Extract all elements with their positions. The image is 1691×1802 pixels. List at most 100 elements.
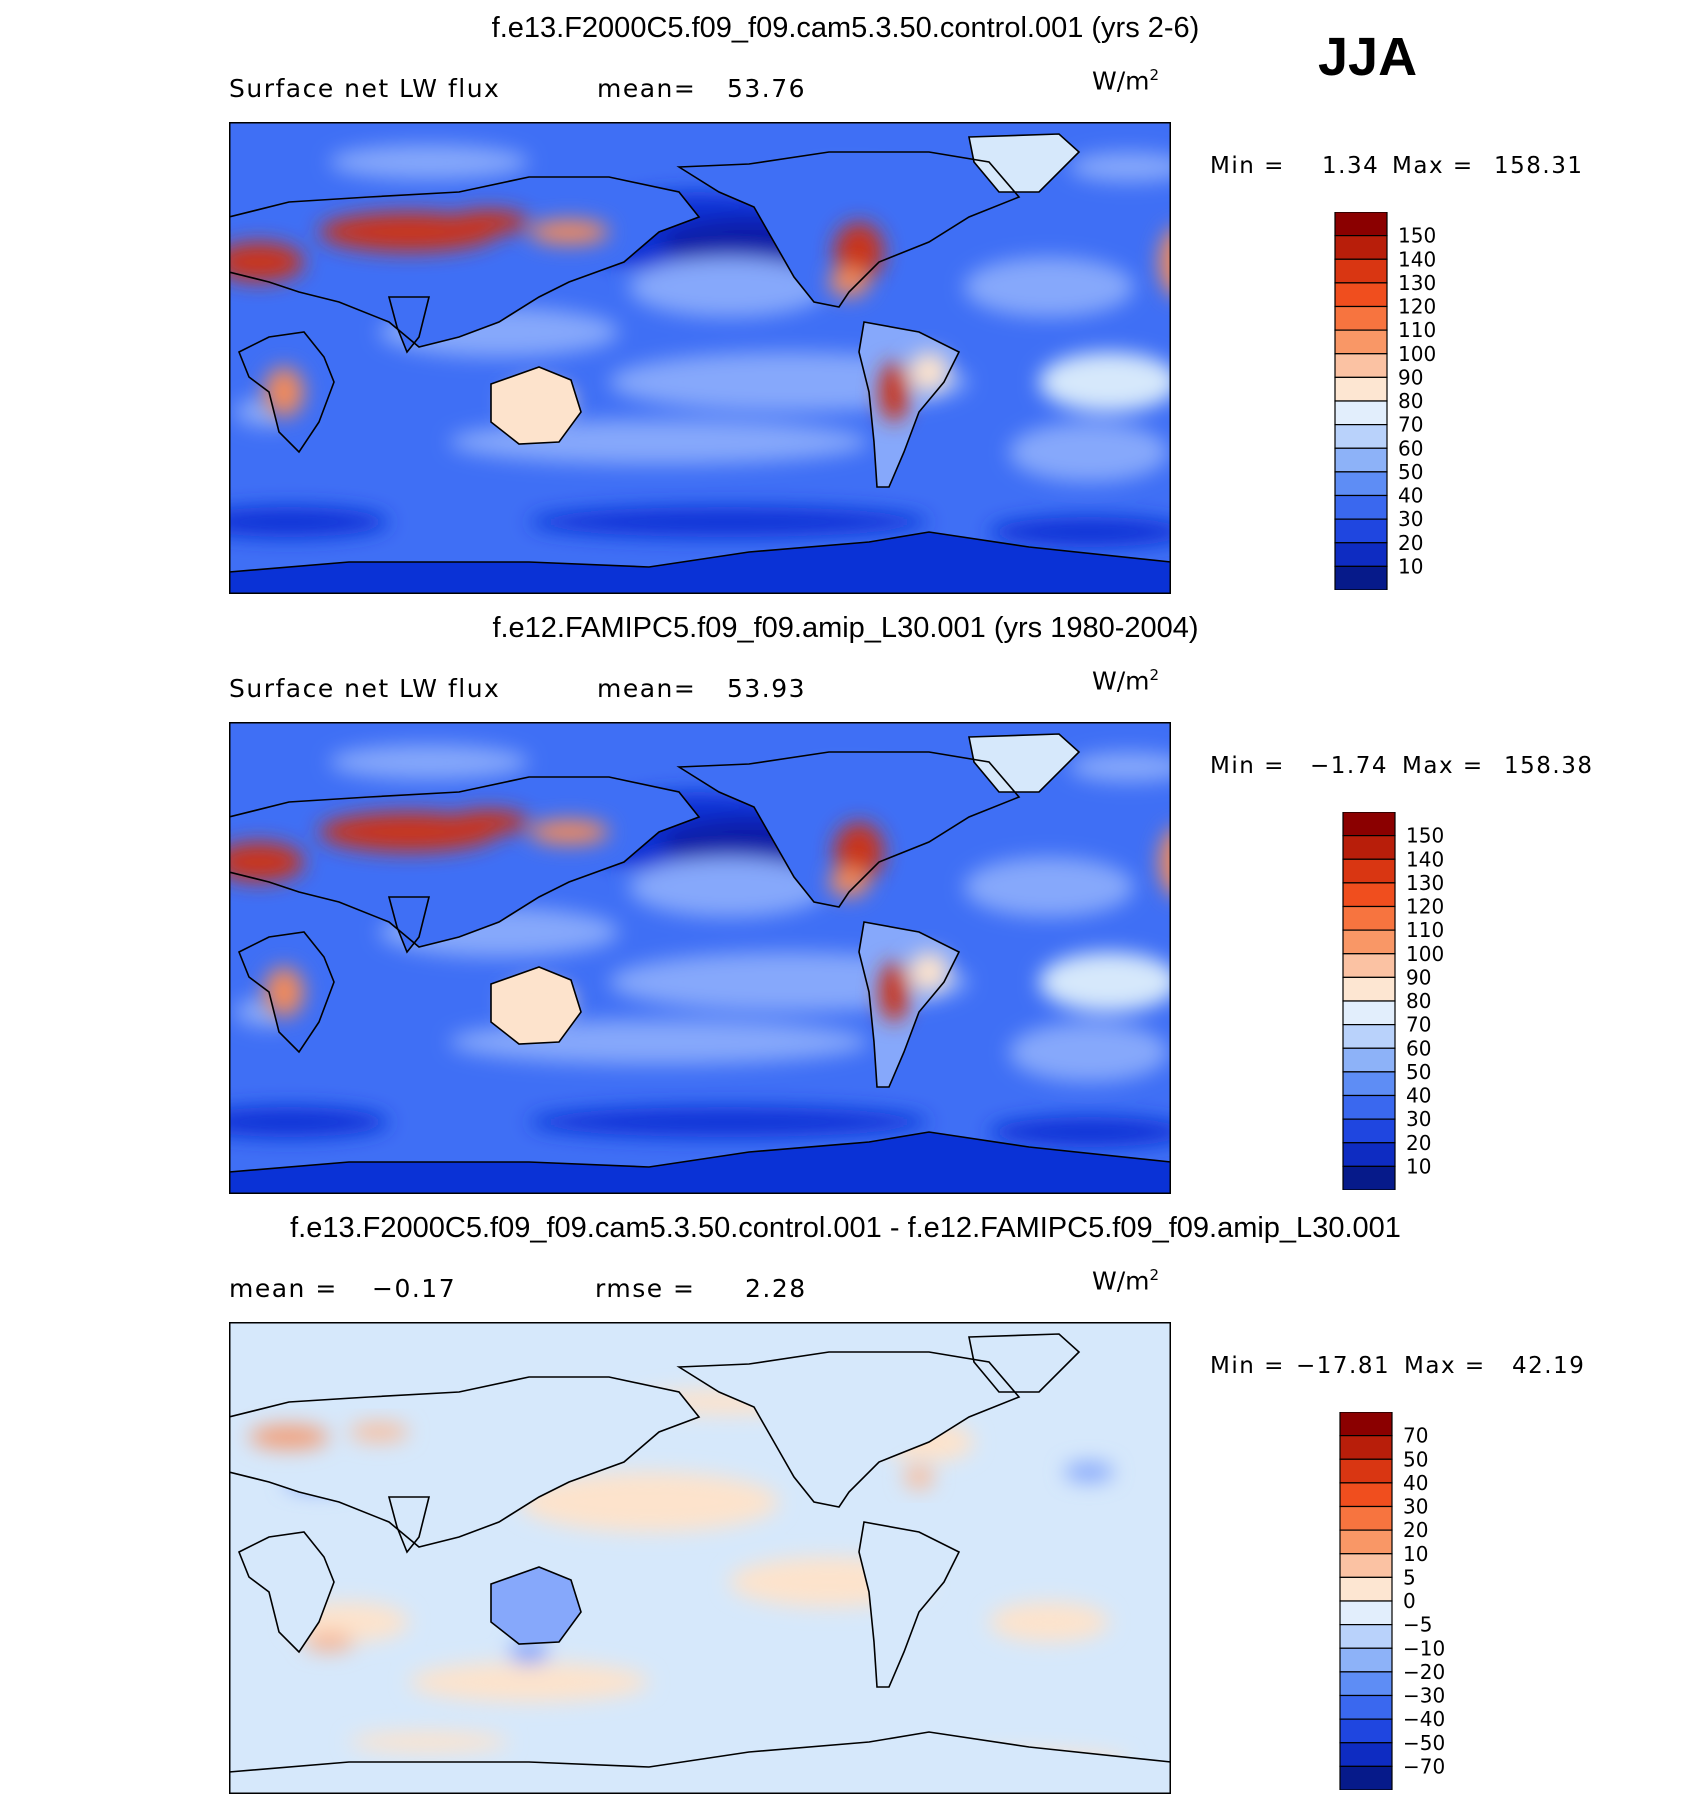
panel-3-rmse-label: rmse = bbox=[595, 1274, 696, 1303]
colorbar-swatch bbox=[1342, 835, 1396, 860]
colorbar-tick-label: 40 bbox=[1406, 1084, 1431, 1108]
colorbar-swatch bbox=[1334, 353, 1388, 378]
panel-3-unit: W/m2 bbox=[1092, 1266, 1160, 1296]
panel-2-title: f.e12.FAMIPC5.f09_f09.amip_L30.001 (yrs … bbox=[492, 612, 1199, 644]
coastline-namerica bbox=[676, 151, 1021, 308]
coastline-india bbox=[387, 296, 431, 354]
panel-1-mean-value: 53.76 bbox=[727, 74, 807, 103]
colorbar-tick-label: −5 bbox=[1403, 1613, 1432, 1637]
colorbar-swatch bbox=[1342, 882, 1396, 908]
panel-2-max-value: 158.38 bbox=[1504, 753, 1594, 779]
colorbar-tick-label: 80 bbox=[1406, 989, 1431, 1013]
coastline-africa bbox=[237, 1531, 335, 1654]
colorbar-tick-label: 50 bbox=[1398, 460, 1423, 484]
coastline-australia bbox=[490, 1566, 582, 1645]
colorbar-tick-label: 70 bbox=[1398, 413, 1423, 437]
colorbar-swatch bbox=[1342, 858, 1396, 884]
panel-2-mean-value: 53.93 bbox=[727, 674, 807, 703]
colorbar-tick-label: 70 bbox=[1403, 1424, 1428, 1448]
colorbar-swatch bbox=[1342, 953, 1396, 978]
colorbar-swatch bbox=[1334, 305, 1388, 331]
colorbar-tick-label: 10 bbox=[1406, 1154, 1431, 1178]
colorbar-tick-label: 30 bbox=[1398, 507, 1423, 531]
colorbar-swatch bbox=[1334, 329, 1388, 355]
panel-2-max-label: Max = bbox=[1402, 753, 1484, 779]
colorbar-tick-label: 50 bbox=[1406, 1060, 1431, 1084]
panel-1-map bbox=[229, 122, 1171, 594]
colorbar-swatch bbox=[1334, 400, 1388, 426]
coastline-eurasia bbox=[229, 776, 701, 948]
coastline-australia bbox=[490, 966, 582, 1045]
colorbar-swatch bbox=[1334, 235, 1388, 260]
panel-1-title: f.e13.F2000C5.f09_f09.cam5.3.50.control.… bbox=[491, 12, 1200, 44]
colorbar-tick-label: 130 bbox=[1398, 271, 1436, 295]
colorbar-swatch bbox=[1334, 494, 1388, 520]
colorbar-tick-label: −10 bbox=[1403, 1636, 1445, 1660]
colorbar-swatch bbox=[1339, 1529, 1393, 1555]
panel-3-max-label: Max = bbox=[1404, 1353, 1486, 1379]
colorbar-tick-label: 20 bbox=[1398, 531, 1423, 555]
colorbar-swatch bbox=[1342, 1142, 1396, 1167]
colorbar-tick-label: 30 bbox=[1403, 1495, 1428, 1519]
colorbar-tick-label: 50 bbox=[1403, 1447, 1428, 1471]
colorbar-tick-label: 110 bbox=[1398, 318, 1436, 342]
colorbar-swatch bbox=[1342, 1094, 1396, 1120]
colorbar-swatch bbox=[1339, 1718, 1393, 1744]
colorbar-tick-label: 60 bbox=[1406, 1036, 1431, 1060]
coastline-samerica bbox=[858, 1521, 961, 1688]
colorbar-swatch bbox=[1342, 1071, 1396, 1097]
colorbar-swatch bbox=[1339, 1435, 1393, 1460]
colorbar-swatch bbox=[1334, 212, 1388, 237]
coastline-namerica bbox=[676, 751, 1021, 908]
coastline-antarctica bbox=[229, 1131, 1171, 1194]
colorbar-swatch bbox=[1342, 976, 1396, 1002]
colorbar-tick-label: 90 bbox=[1406, 965, 1431, 989]
colorbar-tick-label: −40 bbox=[1403, 1707, 1445, 1731]
colorbar-swatch bbox=[1339, 1482, 1393, 1508]
colorbar-swatch bbox=[1339, 1742, 1393, 1767]
colorbar-tick-label: 0 bbox=[1403, 1589, 1416, 1613]
colorbar-swatch bbox=[1342, 1047, 1396, 1073]
colorbar-swatch bbox=[1339, 1458, 1393, 1484]
colorbar-tick-label: 140 bbox=[1406, 847, 1444, 871]
colorbar-swatch bbox=[1339, 1553, 1393, 1578]
colorbar-tick-label: 100 bbox=[1406, 942, 1444, 966]
panel-3-title: f.e13.F2000C5.f09_f09.cam5.3.50.control.… bbox=[290, 1212, 1401, 1244]
colorbar-tick-label: 120 bbox=[1398, 295, 1436, 319]
colorbar-tick-label: 10 bbox=[1403, 1542, 1428, 1566]
colorbar-swatch bbox=[1334, 565, 1388, 590]
colorbar-tick-label: 80 bbox=[1398, 389, 1423, 413]
coastline-eurasia bbox=[229, 176, 701, 348]
coastline-india bbox=[387, 896, 431, 954]
colorbar-swatch bbox=[1334, 376, 1388, 402]
colorbar-tick-label: 40 bbox=[1403, 1471, 1428, 1495]
colorbar-swatch bbox=[1339, 1624, 1393, 1649]
panel-2-min-label: Min = bbox=[1210, 753, 1285, 779]
colorbar-swatch bbox=[1339, 1412, 1393, 1437]
panel-3-mean-value: −0.17 bbox=[372, 1274, 457, 1303]
panel-3-rmse-value: 2.28 bbox=[745, 1274, 807, 1303]
colorbar-swatch bbox=[1342, 905, 1396, 931]
colorbar-swatch bbox=[1342, 1165, 1396, 1190]
colorbar-tick-label: 20 bbox=[1406, 1131, 1431, 1155]
colorbar-swatch bbox=[1334, 447, 1388, 473]
map-frame bbox=[229, 722, 1171, 1194]
panel-1-variable: Surface net LW flux bbox=[229, 74, 501, 103]
panel-2-variable: Surface net LW flux bbox=[229, 674, 501, 703]
colorbar-tick-label: 70 bbox=[1406, 1013, 1431, 1037]
colorbar-swatch bbox=[1339, 1765, 1393, 1790]
colorbar-tick-label: 100 bbox=[1398, 342, 1436, 366]
coastline-greenland bbox=[968, 133, 1081, 193]
colorbar-tick-label: −30 bbox=[1403, 1684, 1445, 1708]
colorbar-swatch bbox=[1339, 1600, 1393, 1626]
panel-3-min-label: Min = bbox=[1210, 1353, 1285, 1379]
panel-1-min-value: 1.34 bbox=[1322, 153, 1380, 179]
coastline-greenland bbox=[968, 733, 1081, 793]
panel-1-unit: W/m2 bbox=[1092, 66, 1160, 96]
colorbar-tick-label: 5 bbox=[1403, 1565, 1416, 1589]
season-label: JJA bbox=[1318, 27, 1418, 87]
colorbar-swatch bbox=[1342, 812, 1396, 837]
panel-3-max-value: 42.19 bbox=[1512, 1353, 1586, 1379]
